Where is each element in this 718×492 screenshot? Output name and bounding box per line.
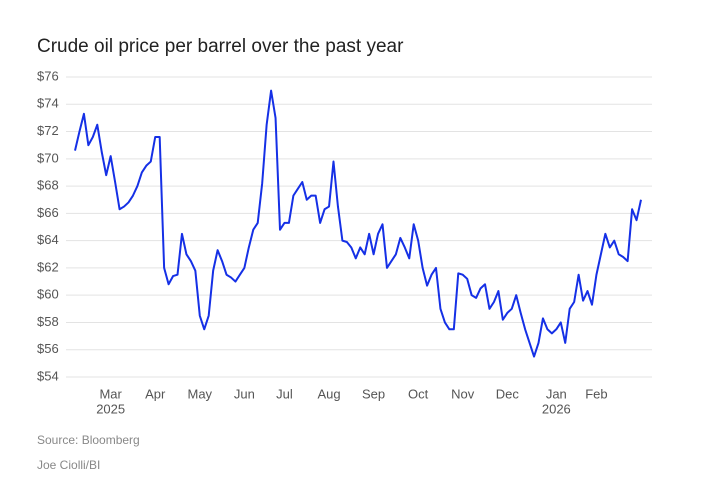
y-tick-label: $68 — [37, 178, 59, 193]
y-tick-label: $70 — [37, 150, 59, 165]
source: Source: Bloomberg — [37, 433, 140, 447]
y-tick-label: $60 — [37, 287, 59, 302]
x-tick-label: Oct — [408, 386, 429, 401]
x-tick-label: Sep — [362, 386, 385, 401]
y-tick-label: $56 — [37, 341, 59, 356]
x-tick-label: May — [188, 386, 213, 401]
x-tick-label: Jul — [276, 386, 293, 401]
x-tick-label: Dec — [496, 386, 520, 401]
x-tick-label: Nov — [451, 386, 475, 401]
x-year-label: 2025 — [96, 401, 125, 416]
x-tick-label: Apr — [145, 386, 166, 401]
y-tick-label: $62 — [37, 259, 59, 274]
y-tick-label: $64 — [37, 232, 59, 247]
y-tick-label: $72 — [37, 123, 59, 138]
x-tick-label: Feb — [585, 386, 607, 401]
y-tick-label: $76 — [37, 68, 59, 83]
y-tick-label: $58 — [37, 314, 59, 329]
byline: Joe Ciolli/BI — [37, 458, 100, 472]
x-tick-label: Jan — [546, 386, 567, 401]
price-line — [74, 89, 642, 358]
y-tick-label: $66 — [37, 205, 59, 220]
chart-title: Crude oil price per barrel over the past… — [37, 36, 404, 57]
x-tick-label: Aug — [317, 386, 340, 401]
x-tick-label: Mar — [99, 386, 122, 401]
y-tick-label: $54 — [37, 368, 59, 383]
y-tick-label: $74 — [37, 96, 59, 111]
x-tick-label: Jun — [234, 386, 255, 401]
x-year-label: 2026 — [542, 401, 571, 416]
